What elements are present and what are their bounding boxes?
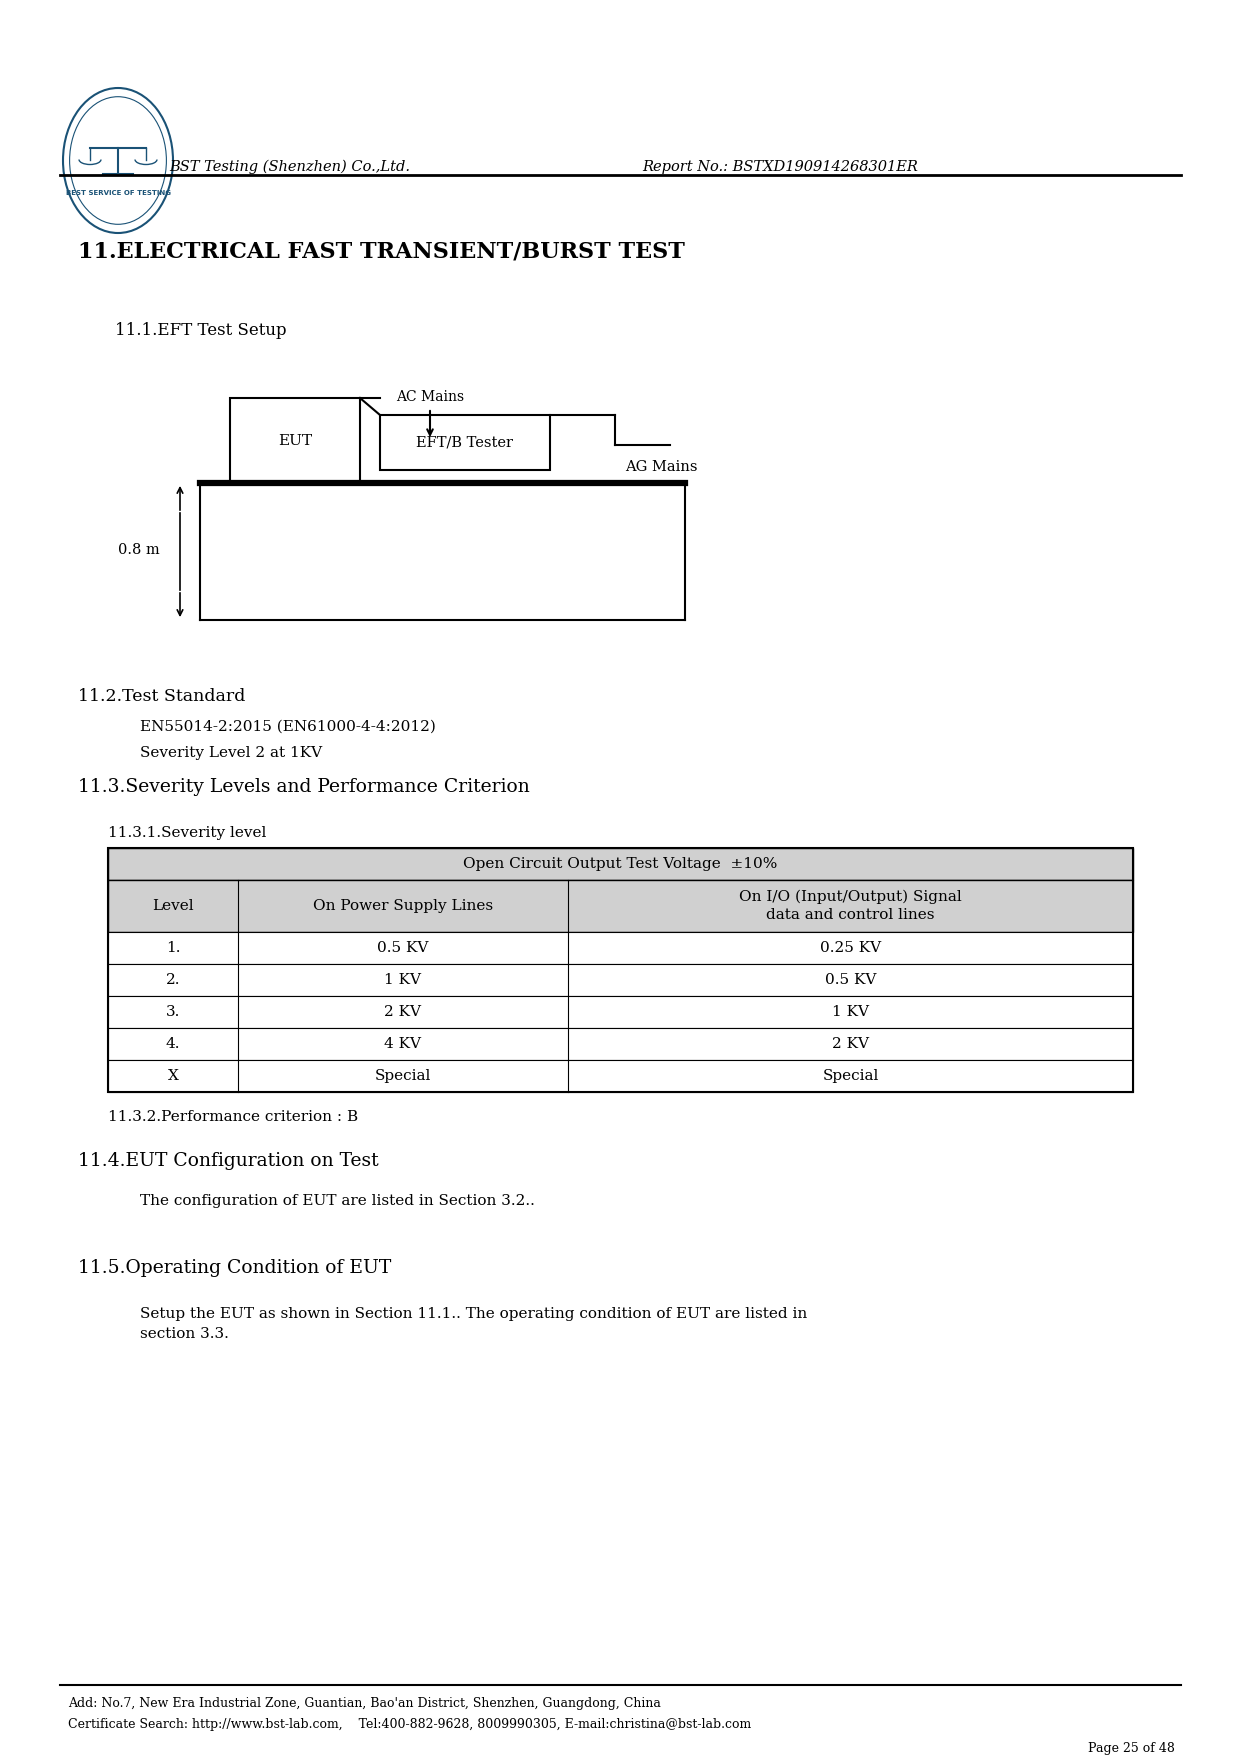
Text: 11.3.2.Performance criterion : B: 11.3.2.Performance criterion : B (108, 1109, 359, 1123)
Text: 0.8 m: 0.8 m (118, 542, 160, 556)
Text: 11.3.Severity Levels and Performance Criterion: 11.3.Severity Levels and Performance Cri… (78, 777, 530, 797)
Text: X: X (168, 1069, 179, 1083)
Text: 0.5 KV: 0.5 KV (825, 972, 876, 986)
Text: On I/O (Input/Output) Signal
data and control lines: On I/O (Input/Output) Signal data and co… (740, 890, 962, 923)
Text: BST Testing (Shenzhen) Co.,Ltd.: BST Testing (Shenzhen) Co.,Ltd. (170, 160, 411, 174)
Bar (108, 997, 1133, 1028)
Text: Special: Special (375, 1069, 431, 1083)
Bar (230, 398, 360, 483)
Text: Page 25 of 48: Page 25 of 48 (1088, 1743, 1175, 1755)
Text: 0.25 KV: 0.25 KV (820, 941, 881, 955)
Text: EN55014-2:2015 (EN61000-4-4:2012): EN55014-2:2015 (EN61000-4-4:2012) (140, 720, 436, 734)
Bar (108, 848, 1133, 1092)
Bar (108, 932, 1133, 963)
Text: AG Mains: AG Mains (625, 460, 697, 474)
Text: 2.: 2. (166, 972, 180, 986)
Text: 11.4.EUT Configuration on Test: 11.4.EUT Configuration on Test (78, 1151, 379, 1171)
Text: 3.: 3. (166, 1006, 180, 1020)
Text: 1.: 1. (166, 941, 180, 955)
Text: BEST SERVICE OF TESTING: BEST SERVICE OF TESTING (66, 190, 170, 195)
Text: 2 KV: 2 KV (831, 1037, 869, 1051)
Text: The configuration of EUT are listed in Section 3.2..: The configuration of EUT are listed in S… (140, 1193, 535, 1207)
Bar (108, 1028, 1133, 1060)
Text: 4 KV: 4 KV (385, 1037, 422, 1051)
Text: EFT/B Tester: EFT/B Tester (417, 435, 514, 449)
Text: Add: No.7, New Era Industrial Zone, Guantian, Bao'an District, Shenzhen, Guangdo: Add: No.7, New Era Industrial Zone, Guan… (68, 1697, 661, 1709)
Text: 2 KV: 2 KV (385, 1006, 422, 1020)
Bar (380, 414, 550, 470)
Bar (108, 963, 1133, 997)
Text: 11.2.Test Standard: 11.2.Test Standard (78, 688, 246, 706)
Text: Report No.: BSTXD190914268301ER: Report No.: BSTXD190914268301ER (642, 160, 918, 174)
Text: EUT: EUT (278, 433, 311, 448)
Text: 11.ELECTRICAL FAST TRANSIENT/BURST TEST: 11.ELECTRICAL FAST TRANSIENT/BURST TEST (78, 240, 685, 261)
Text: 11.1.EFT Test Setup: 11.1.EFT Test Setup (115, 321, 287, 339)
Text: AC Mains: AC Mains (396, 390, 464, 404)
Text: 1 KV: 1 KV (385, 972, 422, 986)
Text: 11.5.Operating Condition of EUT: 11.5.Operating Condition of EUT (78, 1258, 391, 1278)
Bar (108, 879, 1133, 932)
Text: 4.: 4. (166, 1037, 180, 1051)
Text: 1 KV: 1 KV (831, 1006, 869, 1020)
Text: 11.3.1.Severity level: 11.3.1.Severity level (108, 827, 267, 841)
Text: On Power Supply Lines: On Power Supply Lines (313, 899, 493, 913)
Text: Setup the EUT as shown in Section 11.1.. The operating condition of EUT are list: Setup the EUT as shown in Section 11.1..… (140, 1307, 807, 1341)
Bar (108, 1060, 1133, 1092)
Text: Severity Level 2 at 1KV: Severity Level 2 at 1KV (140, 746, 323, 760)
Text: Special: Special (823, 1069, 879, 1083)
Text: 0.5 KV: 0.5 KV (377, 941, 428, 955)
Text: Level: Level (153, 899, 194, 913)
Bar (108, 848, 1133, 879)
Text: Open Circuit Output Test Voltage  ±10%: Open Circuit Output Test Voltage ±10% (463, 856, 778, 870)
Text: Certificate Search: http://www.bst-lab.com,    Tel:400-882-9628, 8009990305, E-m: Certificate Search: http://www.bst-lab.c… (68, 1718, 751, 1730)
